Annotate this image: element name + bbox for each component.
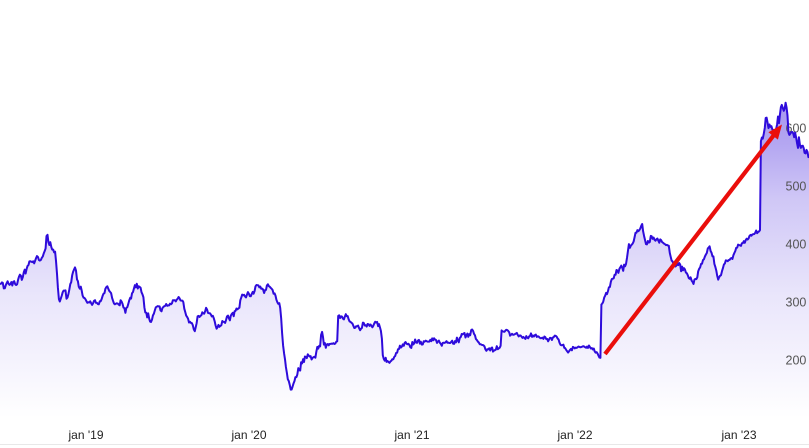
svg-text:jan '23: jan '23 [721,428,757,442]
svg-text:200: 200 [786,354,807,368]
svg-text:jan '22: jan '22 [557,428,593,442]
svg-text:jan '20: jan '20 [231,428,267,442]
svg-text:300: 300 [786,296,807,310]
svg-text:jan '19: jan '19 [68,428,104,442]
svg-text:500: 500 [786,180,807,194]
svg-text:jan '21: jan '21 [394,428,430,442]
svg-text:400: 400 [786,238,807,252]
